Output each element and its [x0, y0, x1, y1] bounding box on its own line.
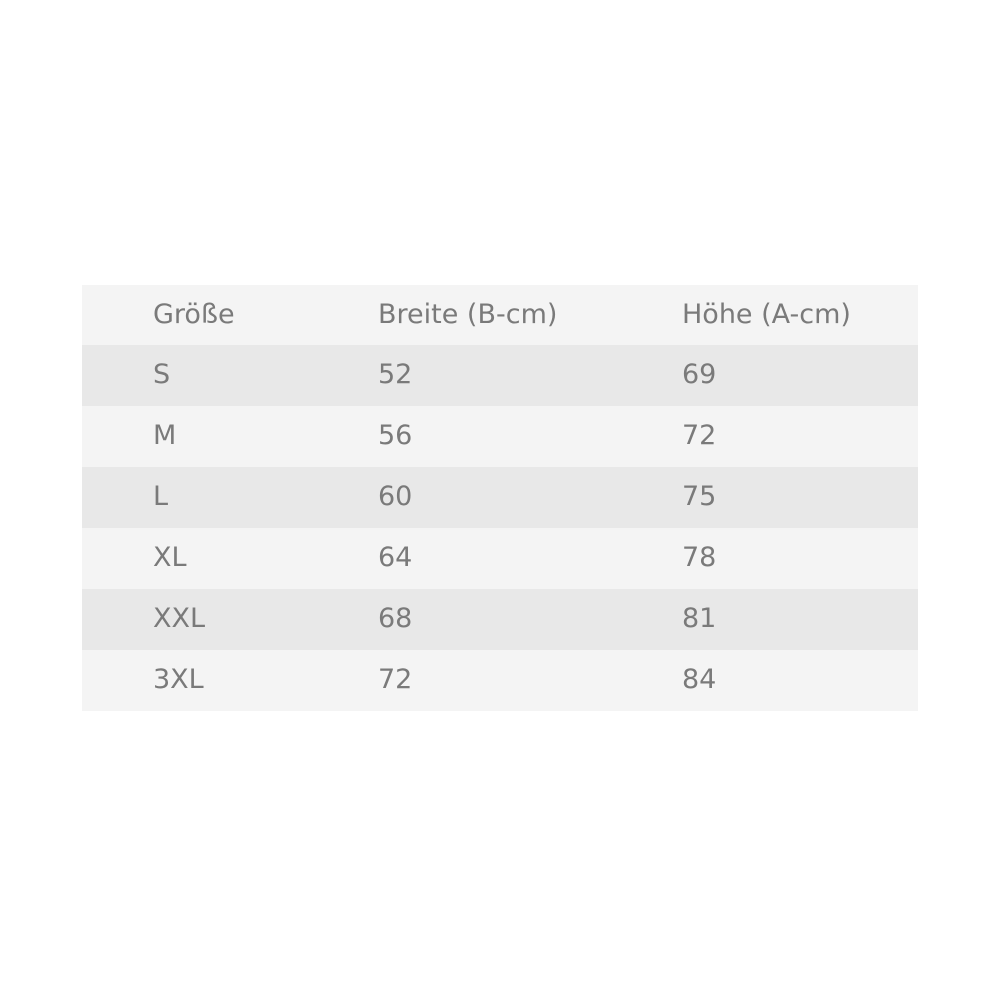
- table-header-row: Größe Breite (B-cm) Höhe (A-cm): [82, 285, 918, 345]
- height-cell: 69: [682, 359, 717, 390]
- size-cell: XL: [153, 542, 187, 573]
- height-cell: 84: [682, 664, 717, 695]
- table-row: XL 64 78: [82, 528, 918, 589]
- size-cell: M: [153, 420, 177, 451]
- header-size: Größe: [153, 299, 235, 330]
- header-height: Höhe (A-cm): [682, 299, 851, 330]
- table-row: 3XL 72 84: [82, 650, 918, 711]
- size-cell: L: [153, 481, 169, 512]
- size-cell: S: [153, 359, 171, 390]
- size-cell: XXL: [153, 603, 206, 634]
- table-row: S 52 69: [82, 345, 918, 406]
- width-cell: 72: [378, 664, 413, 695]
- table-row: M 56 72: [82, 406, 918, 467]
- width-cell: 60: [378, 481, 413, 512]
- height-cell: 72: [682, 420, 717, 451]
- height-cell: 81: [682, 603, 717, 634]
- width-cell: 52: [378, 359, 413, 390]
- table-row: XXL 68 81: [82, 589, 918, 650]
- width-cell: 56: [378, 420, 413, 451]
- size-cell: 3XL: [153, 664, 204, 695]
- height-cell: 75: [682, 481, 717, 512]
- header-width: Breite (B-cm): [378, 299, 558, 330]
- height-cell: 78: [682, 542, 717, 573]
- width-cell: 68: [378, 603, 413, 634]
- table-row: L 60 75: [82, 467, 918, 528]
- width-cell: 64: [378, 542, 413, 573]
- size-table: Größe Breite (B-cm) Höhe (A-cm) S 52 69 …: [82, 285, 918, 711]
